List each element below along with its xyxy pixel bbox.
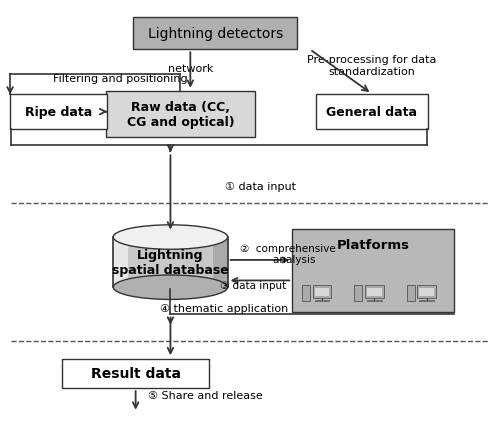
Text: Result data: Result data [90, 367, 180, 381]
Text: Ripe data: Ripe data [25, 106, 92, 119]
Text: Pre-processing for data
standardization: Pre-processing for data standardization [307, 55, 436, 77]
Bar [292, 230, 454, 313]
Bar [417, 285, 436, 299]
Text: Lightning detectors: Lightning detectors [148, 27, 283, 41]
Bar [114, 237, 128, 288]
Text: General data: General data [326, 106, 418, 119]
Bar [365, 285, 384, 299]
Bar [106, 92, 255, 138]
Bar [419, 300, 434, 302]
Text: ⑤ Share and release: ⑤ Share and release [148, 390, 263, 400]
Bar [367, 289, 382, 297]
Text: ③ data input: ③ data input [220, 280, 286, 290]
Ellipse shape [114, 276, 228, 300]
Text: Raw data (CC,
CG and optical): Raw data (CC, CG and optical) [126, 101, 234, 128]
Bar [419, 289, 434, 297]
Text: Platforms: Platforms [337, 239, 410, 251]
Text: Filtering and positioning: Filtering and positioning [54, 74, 188, 83]
Ellipse shape [114, 225, 228, 250]
Bar [10, 95, 107, 130]
Bar [354, 286, 362, 301]
Bar [62, 359, 209, 389]
Bar [114, 237, 228, 288]
Bar [315, 289, 330, 297]
Bar [312, 285, 332, 299]
Bar [367, 300, 382, 302]
Bar [406, 286, 414, 301]
Text: network: network [168, 64, 213, 74]
Bar [133, 18, 297, 50]
Text: ④ thematic application: ④ thematic application [160, 303, 289, 313]
Bar [214, 237, 228, 288]
Bar [316, 95, 428, 130]
Text: ① data input: ① data input [225, 182, 296, 192]
Bar [315, 300, 330, 302]
Text: Lightning
spatial database: Lightning spatial database [112, 248, 229, 276]
Bar [302, 286, 310, 301]
Text: ②  comprehensive
    analysis: ② comprehensive analysis [240, 243, 336, 265]
